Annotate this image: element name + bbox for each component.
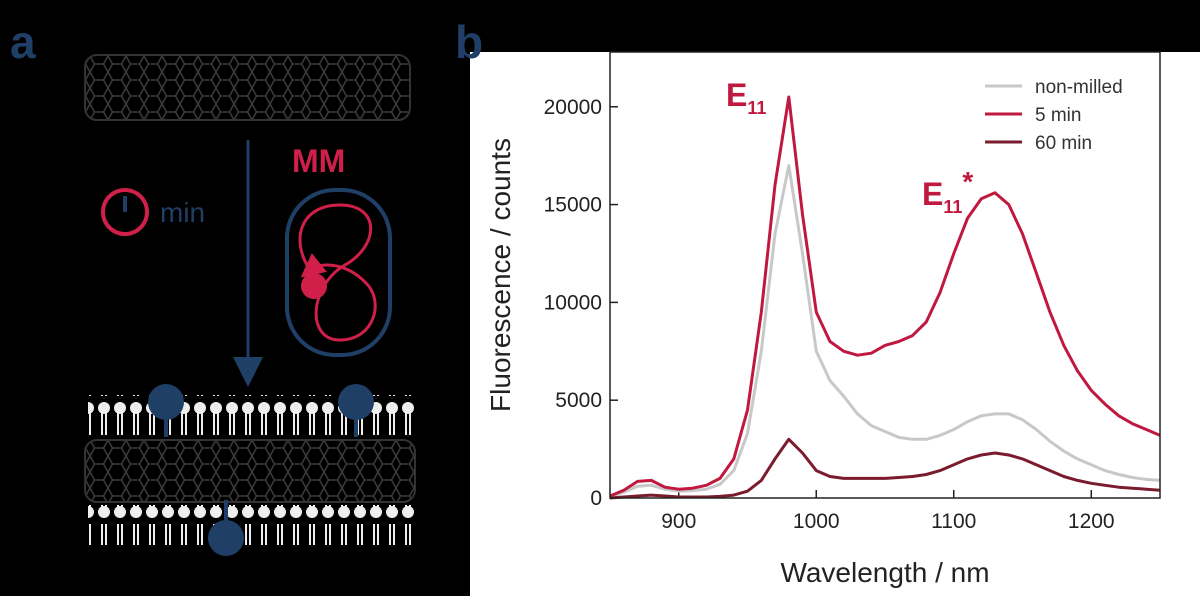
annotation: E11* bbox=[922, 166, 973, 217]
legend-label: 60 min bbox=[1035, 133, 1092, 154]
x-tick-label: 1200 bbox=[1068, 510, 1115, 533]
panel-label: a bbox=[10, 16, 36, 68]
y-tick-label: 5000 bbox=[555, 389, 602, 412]
annotation-main: E bbox=[922, 176, 943, 212]
legend-label: non-milled bbox=[1035, 77, 1123, 98]
annotation-sub: 11 bbox=[943, 197, 962, 217]
x-tick-label: 900 bbox=[661, 510, 696, 533]
y-tick-label: 10000 bbox=[544, 291, 602, 314]
functional-group bbox=[338, 384, 374, 420]
mill-label: MM bbox=[292, 143, 345, 179]
annotation-sub: 11 bbox=[747, 98, 766, 118]
functional-group bbox=[148, 384, 184, 420]
nanotube bbox=[84, 439, 416, 503]
panel-label: b bbox=[455, 16, 483, 68]
series-line bbox=[609, 95, 1161, 498]
y-tick-label: 0 bbox=[590, 487, 602, 510]
chart-background bbox=[470, 52, 1200, 596]
timer-label: min bbox=[160, 197, 205, 228]
lipid-layer bbox=[88, 505, 416, 545]
functional-group bbox=[208, 520, 244, 556]
x-axis-label: Wavelength / nm bbox=[780, 557, 989, 588]
y-tick-label: 20000 bbox=[544, 96, 602, 119]
mill-motion bbox=[298, 203, 377, 342]
y-axis-label: Fluorescence / counts bbox=[485, 138, 516, 412]
series-line bbox=[609, 437, 1161, 500]
panel-a: a min MM bbox=[10, 16, 416, 556]
mill-ball bbox=[301, 273, 327, 299]
legend-label: 5 min bbox=[1035, 105, 1081, 126]
annotation: E11 bbox=[726, 77, 766, 118]
series-line bbox=[609, 164, 1161, 499]
plot-frame bbox=[609, 51, 1161, 499]
timer-icon bbox=[101, 188, 149, 236]
mill-jar bbox=[285, 188, 392, 357]
annotation-sup: * bbox=[962, 166, 973, 197]
x-tick-label: 1100 bbox=[931, 510, 976, 533]
y-tick-label: 15000 bbox=[544, 194, 602, 217]
annotation-main: E bbox=[726, 77, 747, 113]
nanotube bbox=[84, 54, 411, 121]
x-tick-label: 1000 bbox=[793, 510, 840, 533]
